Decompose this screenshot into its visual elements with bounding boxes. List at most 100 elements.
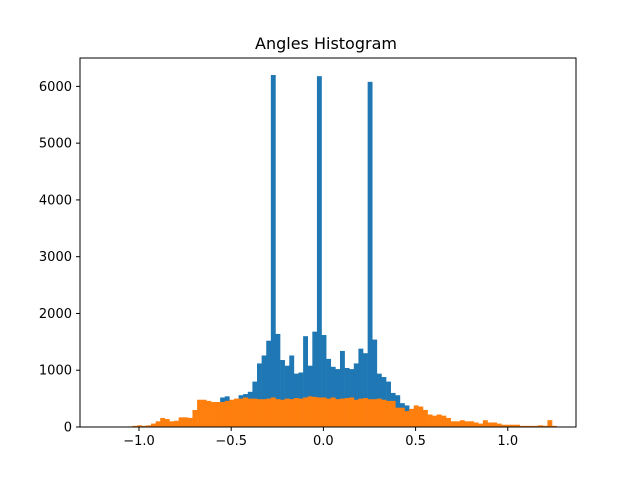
- histogram-bar-series-2: [372, 399, 378, 427]
- histogram-bar-series-2: [422, 409, 428, 427]
- histogram-bar-series-2: [132, 425, 138, 427]
- histogram-bar-series-2: [404, 411, 410, 427]
- histogram-bar-series-1: [289, 355, 295, 427]
- histogram-bar-series-2: [510, 424, 516, 427]
- histogram-bar-series-1: [339, 350, 345, 427]
- histogram-bar-series-2: [247, 398, 253, 427]
- y-tick-label: 0: [64, 421, 72, 436]
- histogram-bar-series-2: [450, 421, 456, 427]
- histogram-bar-series-1: [270, 75, 276, 427]
- histogram-bar-series-2: [459, 420, 465, 427]
- histogram-bar-series-1: [326, 358, 332, 427]
- histogram-bar-series-2: [478, 423, 484, 427]
- histogram-bar-series-1: [344, 367, 350, 427]
- y-tick-label: 6000: [39, 80, 72, 95]
- histogram-bar-series-2: [160, 417, 166, 427]
- y-tick-label: 3000: [39, 250, 72, 265]
- histogram-bar-series-2: [289, 399, 295, 427]
- histogram-bar-series-2: [386, 400, 391, 427]
- x-tick-label: 0.0: [313, 434, 334, 449]
- histogram-bar-series-2: [174, 420, 179, 427]
- histogram-bar-series-2: [505, 424, 511, 427]
- histogram-bar-series-2: [469, 421, 474, 427]
- histogram-bar-series-2: [233, 398, 239, 427]
- histogram-bar-series-2: [381, 399, 387, 427]
- histogram-bar-series-2: [492, 422, 497, 427]
- plot-frame: [79, 57, 577, 428]
- histogram-bar-series-1: [312, 331, 318, 427]
- histogram-bar-series-2: [169, 421, 175, 427]
- histogram-bar-series-1: [367, 81, 373, 427]
- histogram-bar-series-2: [542, 425, 548, 427]
- histogram-bar-series-2: [229, 399, 235, 427]
- histogram-bar-series-2: [519, 425, 525, 427]
- histogram-bar-series-2: [399, 407, 405, 427]
- histogram-bar-series-2: [141, 425, 147, 427]
- histogram-bar-series-2: [482, 420, 488, 427]
- histogram-bar-series-2: [349, 397, 355, 427]
- chart-title: Angles Histogram: [255, 34, 397, 53]
- histogram-bar-series-2: [201, 399, 207, 427]
- histogram-bar-series-2: [210, 402, 216, 427]
- histogram-bar-series-2: [441, 415, 447, 427]
- histogram-bar-series-2: [224, 400, 230, 427]
- histogram-bar-series-2: [344, 398, 350, 427]
- histogram-bar-series-2: [303, 397, 308, 427]
- histogram-bar-series-2: [146, 425, 152, 427]
- histogram-bar-series-1: [363, 353, 368, 427]
- histogram-bar-series-2: [206, 400, 212, 427]
- bars-layer: [127, 75, 557, 428]
- histogram-bar-series-2: [515, 424, 521, 427]
- histogram-bar-series-2: [413, 405, 419, 427]
- histogram-bar-series-2: [353, 399, 359, 427]
- y-tick-label: 1000: [39, 364, 72, 379]
- histogram-bar-series-2: [275, 399, 281, 427]
- histogram-bar-series-2: [321, 397, 327, 427]
- histogram-bar-series-2: [187, 417, 193, 427]
- histogram-bar-series-2: [533, 425, 539, 427]
- histogram-bar-series-2: [501, 424, 507, 427]
- histogram-bar-series-2: [150, 423, 156, 427]
- histogram-bar-series-1: [284, 365, 290, 427]
- histogram-bar-series-2: [243, 397, 249, 427]
- histogram-bar-series-2: [487, 422, 493, 427]
- histogram-bar-series-2: [238, 398, 244, 427]
- y-tick-label: 2000: [39, 307, 72, 322]
- histogram-bar-series-2: [192, 409, 198, 427]
- histogram-bar-series-1: [303, 336, 308, 427]
- histogram-bar-series-2: [335, 399, 341, 427]
- histogram-bar-series-2: [446, 417, 451, 427]
- histogram-bar-series-2: [178, 417, 184, 427]
- histogram-bar-series-2: [339, 398, 345, 427]
- histogram-bar-series-2: [215, 402, 221, 427]
- histogram-bar-series-2: [464, 421, 470, 427]
- histogram-bar-series-2: [358, 398, 364, 427]
- histogram-bar-series-2: [293, 398, 299, 427]
- histogram-bar-series-2: [363, 398, 368, 427]
- histogram-bar-series-2: [326, 398, 332, 427]
- histogram-bar-series-2: [395, 407, 401, 427]
- histogram-bar-series-1: [372, 339, 378, 427]
- histogram-bar-series-1: [316, 76, 322, 428]
- histogram-bar-series-1: [358, 348, 364, 427]
- x-tick-label: −0.5: [215, 434, 247, 449]
- histogram-bar-series-2: [528, 425, 534, 427]
- histogram-bar-series-2: [427, 414, 433, 427]
- histogram-bar-series-2: [418, 406, 424, 427]
- histogram-bar-series-2: [261, 399, 267, 427]
- axes-layer: −1.0 −0.5 0.0 0.5 1.0 0 1000 2000 3000 4000 5000 60…: [39, 57, 577, 449]
- histogram-bar-series-2: [538, 425, 544, 427]
- histogram-bar-series-2: [197, 399, 202, 427]
- histogram-bar-series-2: [164, 419, 170, 427]
- histogram-bar-series-1: [330, 366, 336, 427]
- histogram-bar-series-2: [183, 417, 189, 427]
- histogram-bar-series-2: [155, 421, 161, 427]
- x-tick-label: 0.5: [405, 434, 426, 449]
- histogram-bar-series-1: [261, 355, 267, 427]
- histogram-bar-series-1: [266, 340, 272, 427]
- y-tick-label: 4000: [39, 193, 72, 208]
- histogram-bar-series-2: [298, 398, 304, 427]
- x-tick-label: −1.0: [123, 434, 155, 449]
- histogram-bar-series-2: [455, 421, 461, 427]
